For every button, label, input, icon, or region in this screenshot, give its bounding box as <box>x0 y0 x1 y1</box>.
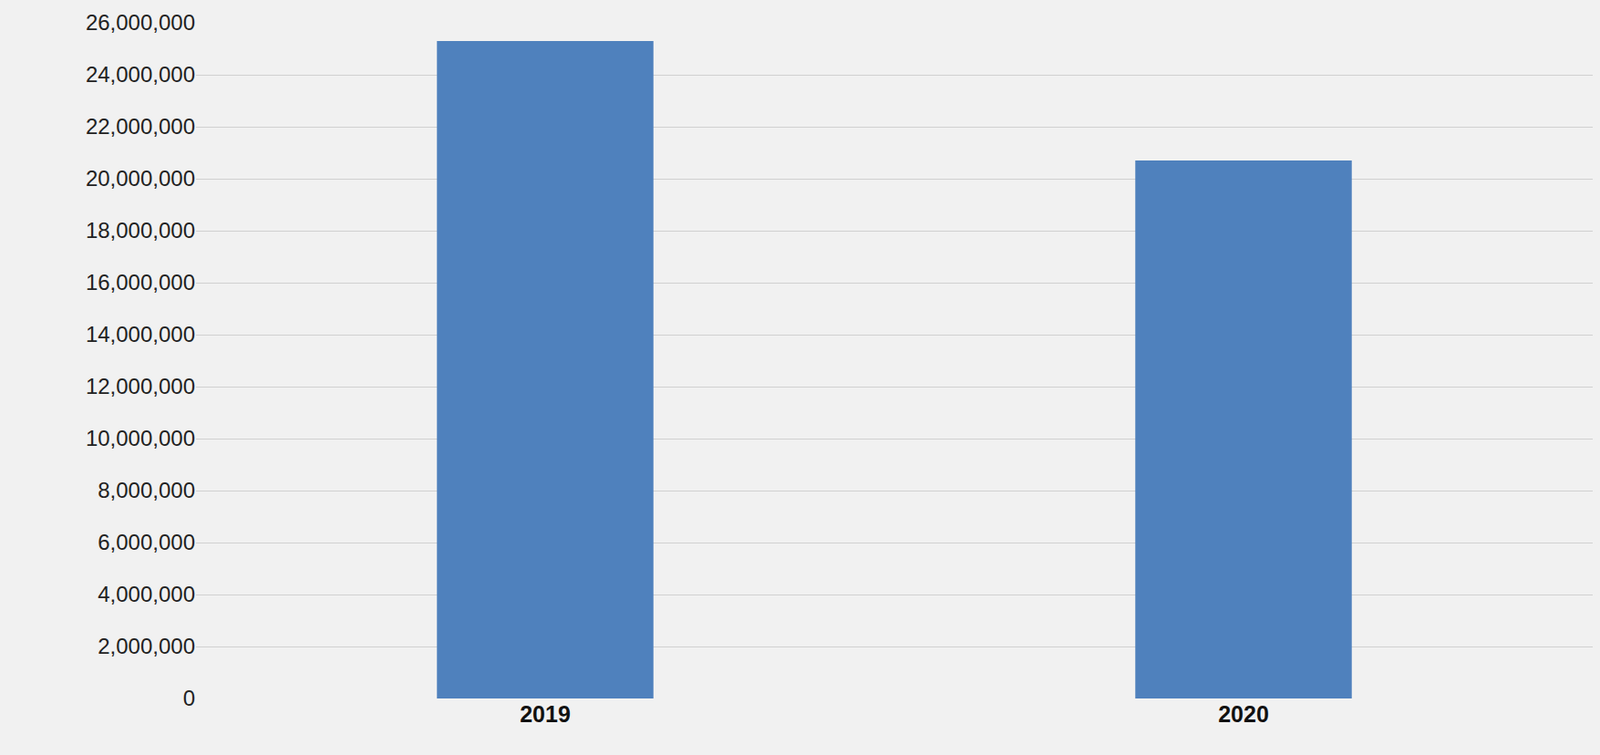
svg-text:16,000,000: 16,000,000 <box>85 269 196 295</box>
svg-text:20,000,000: 20,000,000 <box>85 165 196 191</box>
svg-text:14,000,000: 14,000,000 <box>85 321 196 347</box>
svg-text:12,000,000: 12,000,000 <box>85 373 196 399</box>
svg-text:2,000,000: 2,000,000 <box>97 633 196 659</box>
svg-text:6,000,000: 6,000,000 <box>97 529 196 555</box>
svg-text:24,000,000: 24,000,000 <box>85 61 196 87</box>
svg-text:26,000,000: 26,000,000 <box>85 10 196 35</box>
svg-text:2020: 2020 <box>1218 701 1270 727</box>
svg-text:22,000,000: 22,000,000 <box>85 113 196 139</box>
svg-text:18,000,000: 18,000,000 <box>85 217 196 243</box>
svg-text:0: 0 <box>183 685 196 711</box>
svg-text:8,000,000: 8,000,000 <box>97 477 196 503</box>
svg-text:10,000,000: 10,000,000 <box>85 425 196 451</box>
svg-text:2019: 2019 <box>519 701 571 727</box>
svg-text:4,000,000: 4,000,000 <box>97 581 196 607</box>
